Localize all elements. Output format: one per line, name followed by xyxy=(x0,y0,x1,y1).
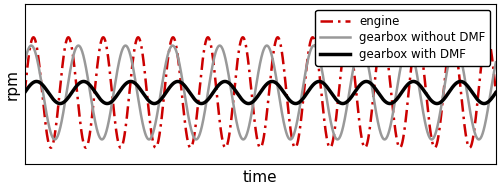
gearbox with DMF xyxy=(202,101,208,103)
gearbox without DMF xyxy=(104,130,110,132)
Y-axis label: rpm: rpm xyxy=(4,69,19,100)
engine xyxy=(22,91,28,94)
engine xyxy=(202,41,208,43)
gearbox with DMF xyxy=(22,91,28,94)
gearbox without DMF xyxy=(493,61,499,64)
X-axis label: time: time xyxy=(243,170,278,185)
engine xyxy=(493,91,499,94)
gearbox without DMF xyxy=(484,114,490,116)
gearbox with DMF xyxy=(493,91,499,94)
engine xyxy=(223,146,229,149)
gearbox with DMF xyxy=(484,102,490,104)
engine xyxy=(135,36,141,38)
gearbox with DMF xyxy=(76,83,82,85)
Line: gearbox with DMF: gearbox with DMF xyxy=(24,81,496,104)
Line: gearbox without DMF: gearbox without DMF xyxy=(24,46,496,139)
engine xyxy=(362,147,368,149)
Line: engine: engine xyxy=(24,37,496,148)
gearbox without DMF xyxy=(22,61,28,63)
gearbox with DMF xyxy=(433,102,439,105)
gearbox without DMF xyxy=(433,130,439,133)
gearbox without DMF xyxy=(311,44,317,47)
gearbox with DMF xyxy=(34,80,40,83)
gearbox without DMF xyxy=(76,44,82,47)
engine xyxy=(104,45,110,47)
gearbox without DMF xyxy=(223,59,229,61)
gearbox without DMF xyxy=(334,138,340,141)
engine xyxy=(484,36,490,39)
engine xyxy=(76,105,82,107)
engine xyxy=(433,145,439,147)
gearbox with DMF xyxy=(104,102,110,105)
gearbox with DMF xyxy=(223,81,229,83)
gearbox with DMF xyxy=(57,102,63,105)
gearbox without DMF xyxy=(202,107,208,109)
Legend: engine, gearbox without DMF, gearbox with DMF: engine, gearbox without DMF, gearbox wit… xyxy=(316,10,490,66)
